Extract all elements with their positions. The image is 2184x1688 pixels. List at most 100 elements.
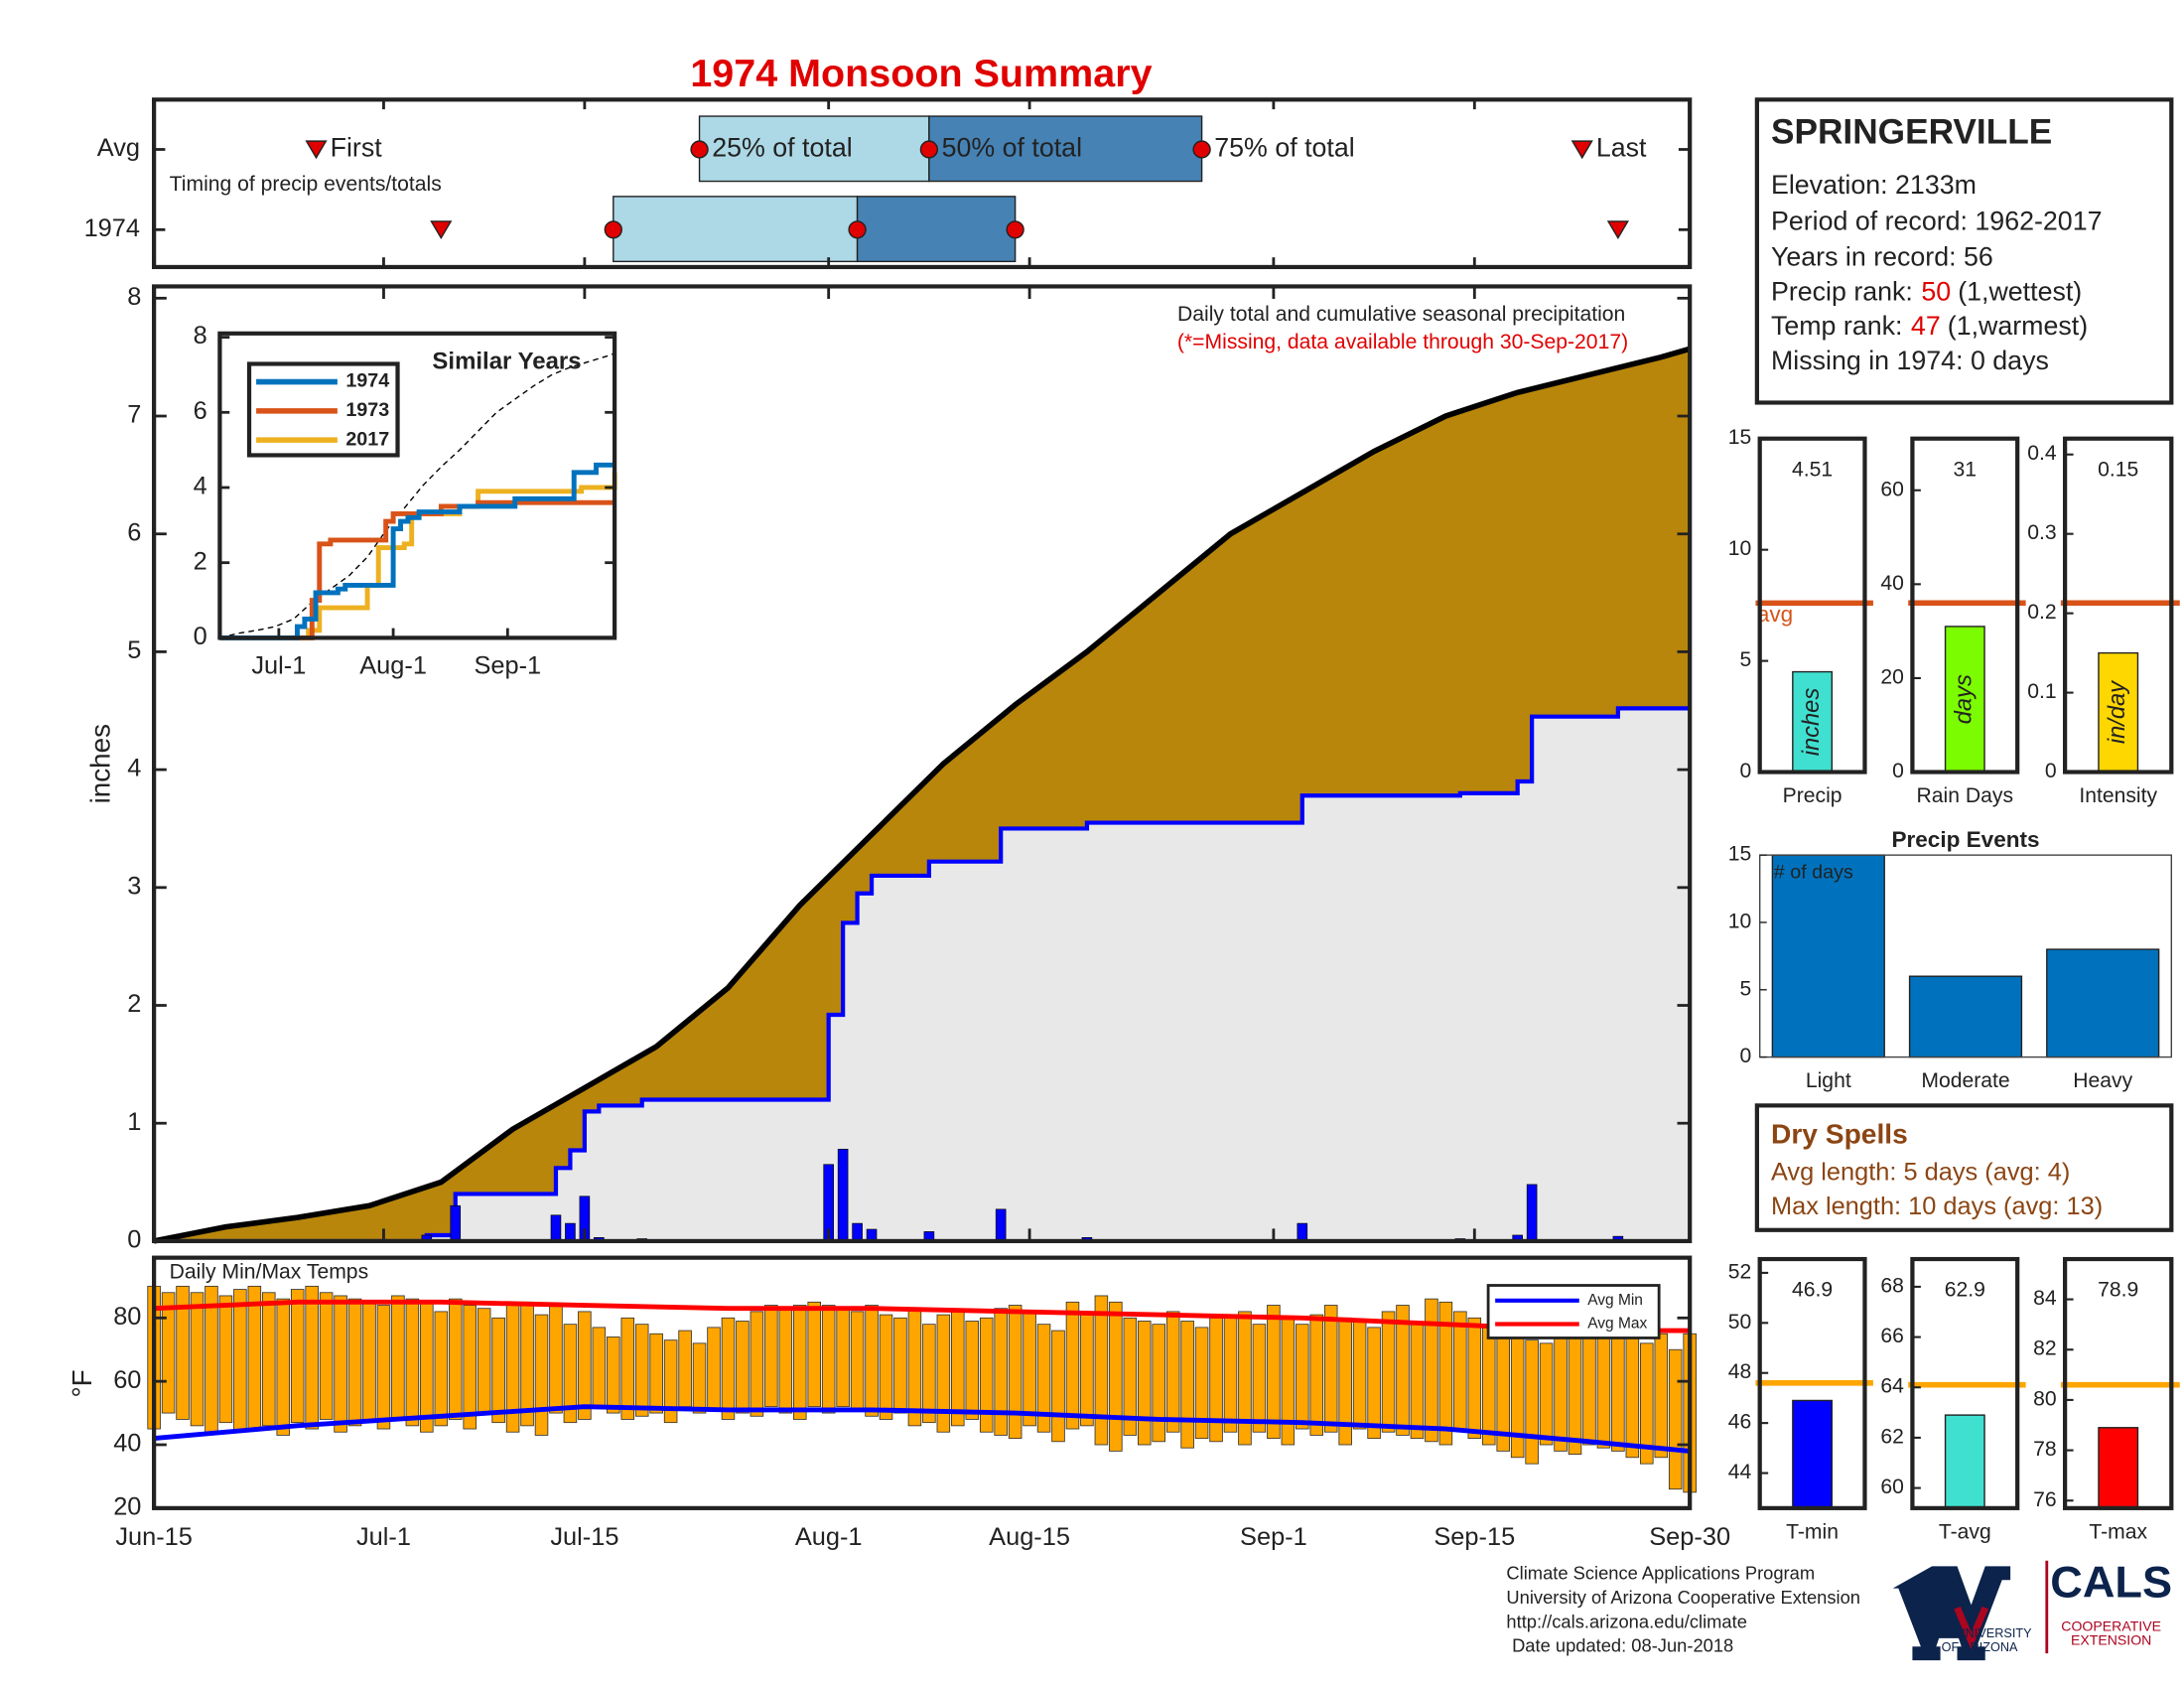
- y-tick-label: 15: [1728, 843, 1752, 866]
- temp-bar: [778, 1308, 793, 1414]
- temp-bar: [792, 1305, 807, 1420]
- dry-spells-title: Dry Spells: [1771, 1119, 1908, 1150]
- daily-bar: [837, 1148, 849, 1242]
- cumulative-1974-area: [154, 708, 1691, 1241]
- temp-bar: [1467, 1317, 1482, 1440]
- temp-bar: [1539, 1342, 1554, 1446]
- value-label: 4.51: [1792, 458, 1833, 481]
- rank-label: Precip rank:: [1771, 277, 1913, 307]
- temp-bar: [1625, 1336, 1640, 1459]
- event-marker: [1570, 140, 1593, 160]
- y-tick-label: 0: [2045, 760, 2057, 782]
- temp-bar: [319, 1292, 334, 1420]
- y-tick-label: 1: [127, 1108, 141, 1136]
- legend-label: Avg Max: [1587, 1316, 1647, 1333]
- temp-bar: [218, 1295, 233, 1424]
- y-axis-label: °F: [67, 1369, 97, 1397]
- temp-bar: [1453, 1311, 1467, 1430]
- unit-label: inches: [1798, 688, 1825, 757]
- y-tick-label: 0: [127, 1226, 141, 1254]
- temp-bar: [1554, 1324, 1568, 1452]
- y-tick-label: 0.2: [2027, 601, 2056, 624]
- temp-bar: [1165, 1311, 1180, 1433]
- timing-box-light: [613, 196, 859, 263]
- temp-bar: [1582, 1327, 1596, 1446]
- temp-bar: [334, 1295, 347, 1433]
- logo-a-inner: [1954, 1606, 1988, 1650]
- logo-text: OF ARIZONA: [1942, 1640, 2018, 1654]
- temp-bar: [1367, 1327, 1381, 1440]
- y-tick-label: 84: [2033, 1287, 2057, 1310]
- temp-bar: [620, 1317, 635, 1420]
- temp-bar: [634, 1324, 649, 1417]
- y-tick-label: 0: [1739, 1045, 1751, 1067]
- station-box: [1754, 97, 2174, 405]
- rank-note: (1,warmest): [1948, 311, 2088, 341]
- y-tick-label: 60: [113, 1366, 141, 1394]
- temp-bar: [176, 1285, 190, 1420]
- temp-bar: [692, 1342, 707, 1414]
- avg-temp-line: [154, 1299, 1691, 1334]
- temp-bar: [1352, 1321, 1367, 1430]
- temp-bar: [1668, 1348, 1683, 1490]
- temp-bar: [491, 1317, 505, 1424]
- temp-bar: [865, 1305, 879, 1417]
- row-label: Avg: [97, 134, 140, 162]
- rank-label: Temp rank:: [1771, 311, 1902, 341]
- y-tick-label: 60: [1880, 1476, 1904, 1498]
- temp-bar: [821, 1305, 836, 1414]
- temp-bar: [463, 1305, 477, 1430]
- temp-bar: [1281, 1317, 1296, 1446]
- y-tick-label: 4: [127, 755, 141, 782]
- temp-bar: [1109, 1301, 1123, 1452]
- y-tick-label: 20: [113, 1493, 141, 1521]
- temp-bar: [936, 1314, 951, 1433]
- quartile-marker: [690, 140, 709, 159]
- event-marker: [305, 140, 328, 160]
- bar: [1944, 626, 1985, 774]
- temp-bar: [1123, 1317, 1138, 1436]
- x-tick-label: Sep-1: [1240, 1523, 1307, 1551]
- temp-bar: [1568, 1336, 1582, 1455]
- temp-bar: [1194, 1327, 1209, 1440]
- category-label: Moderate: [1921, 1069, 2009, 1092]
- temp-bar: [276, 1298, 291, 1436]
- temp-bar: [1396, 1305, 1410, 1436]
- panel-title: Precip Events: [1891, 827, 2039, 852]
- temp-bar: [1152, 1324, 1165, 1443]
- temp-bar: [707, 1327, 721, 1411]
- temp-bar: [362, 1301, 376, 1424]
- temp-bar: [1296, 1324, 1309, 1430]
- y-tick-label: 46: [1728, 1411, 1752, 1434]
- panel-frame: [1757, 1256, 1867, 1510]
- category-label: Rain Days: [1917, 784, 2014, 807]
- y-label: # of days: [1774, 862, 1853, 884]
- x-tick-label: Aug-15: [989, 1523, 1070, 1551]
- y-tick-label: 82: [2033, 1337, 2057, 1360]
- daily-bar: [1526, 1184, 1538, 1242]
- temp-bar: [678, 1330, 692, 1408]
- inset-x-tick-label: Jul-1: [251, 651, 306, 679]
- temp-bar: [1640, 1342, 1654, 1465]
- event-label: Last: [1596, 133, 1647, 163]
- temp-bar: [1525, 1339, 1539, 1465]
- temp-bar: [247, 1285, 262, 1430]
- temp-bar: [1410, 1324, 1425, 1440]
- temp-bar: [1008, 1305, 1023, 1440]
- y-tick-label: 64: [1880, 1375, 1904, 1398]
- category-label: Precip: [1783, 784, 1843, 807]
- temp-bar: [520, 1301, 534, 1427]
- panel-frame: [152, 284, 1693, 1244]
- dry-spells-box: [1754, 1103, 2174, 1232]
- temp-bar: [1252, 1324, 1267, 1433]
- value-label: 46.9: [1792, 1279, 1833, 1302]
- panel-title: Daily Min/Max Temps: [170, 1261, 369, 1284]
- bar: [1792, 670, 1834, 774]
- x-tick-label: Jul-1: [356, 1523, 411, 1551]
- category-label: Light: [1806, 1069, 1851, 1092]
- temp-bar: [736, 1321, 750, 1414]
- y-tick-label: 5: [127, 636, 141, 664]
- legend-label: Avg Min: [1587, 1292, 1643, 1309]
- temp-bar: [549, 1305, 563, 1414]
